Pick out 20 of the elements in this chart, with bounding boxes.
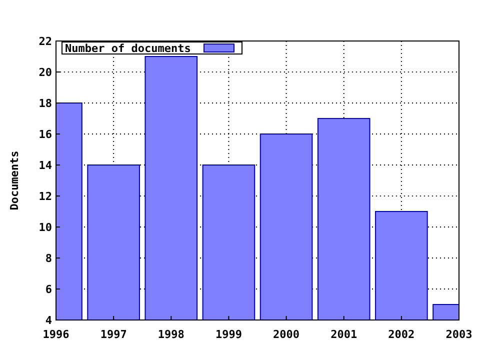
x-tick-label: 1999 [215,328,242,341]
y-tick-label: 8 [45,252,52,265]
y-axis-title: Documents [8,150,21,210]
y-tick-label: 12 [38,190,52,203]
y-tick-label: 20 [38,66,52,79]
y-tick-label: 16 [38,128,52,141]
y-tick-label: 14 [38,158,52,172]
y-tick-label: 22 [38,34,52,48]
y-tick-label: 18 [38,96,52,110]
x-tick-label: 2003 [446,328,472,341]
x-tick-label: 2000 [273,328,300,341]
x-tick-label: 2002 [388,328,415,341]
y-tick-label: 4 [45,314,52,327]
x-tick-label: 2001 [330,328,358,341]
x-tick-label: 1998 [158,328,184,341]
y-tick-label: 10 [38,220,52,234]
legend-label: Number of documents [65,42,191,55]
x-tick-label: 1997 [100,328,127,341]
x-tick-label: 1996 [42,328,70,341]
y-tick-label: 6 [45,282,52,296]
